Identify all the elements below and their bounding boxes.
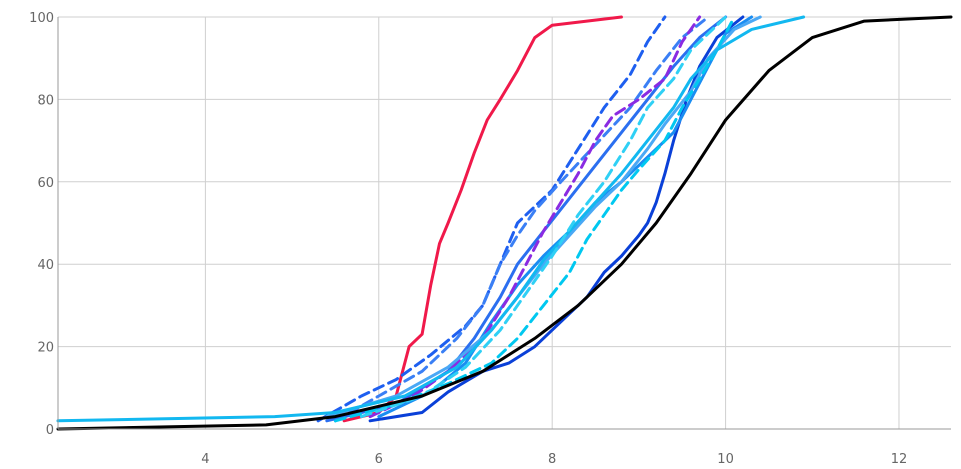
y-tick-label-1: 20 <box>37 341 54 356</box>
y-tick-label-2: 40 <box>37 258 54 273</box>
series-line-7 <box>368 15 702 419</box>
series-line-11 <box>359 15 728 419</box>
series-group <box>56 15 953 431</box>
series-line-8 <box>325 15 762 419</box>
series-line-10 <box>56 15 806 423</box>
x-tick-label-4: 12 <box>891 452 908 467</box>
series-line-4 <box>333 15 710 423</box>
x-tick-label-3: 10 <box>717 452 734 467</box>
axes <box>57 17 951 430</box>
y-tick-label-5: 100 <box>29 11 54 26</box>
x-tick-label-1: 6 <box>375 452 383 467</box>
grid <box>58 16 951 430</box>
series-line-2 <box>368 15 745 423</box>
series-line-1 <box>342 15 623 423</box>
y-tick-label-4: 80 <box>37 93 54 108</box>
series-line-3 <box>316 15 667 423</box>
y-tick-label-3: 60 <box>37 176 54 191</box>
series-line-0 <box>56 15 953 431</box>
tick-labels: 4 6 8 10 12 0 20 40 60 80 100 <box>29 11 907 467</box>
y-tick-label-0: 0 <box>46 423 54 438</box>
x-tick-label-2: 8 <box>548 452 556 467</box>
series-line-9 <box>333 15 736 423</box>
series-line-5 <box>325 15 728 423</box>
x-tick-label-0: 4 <box>201 452 209 467</box>
